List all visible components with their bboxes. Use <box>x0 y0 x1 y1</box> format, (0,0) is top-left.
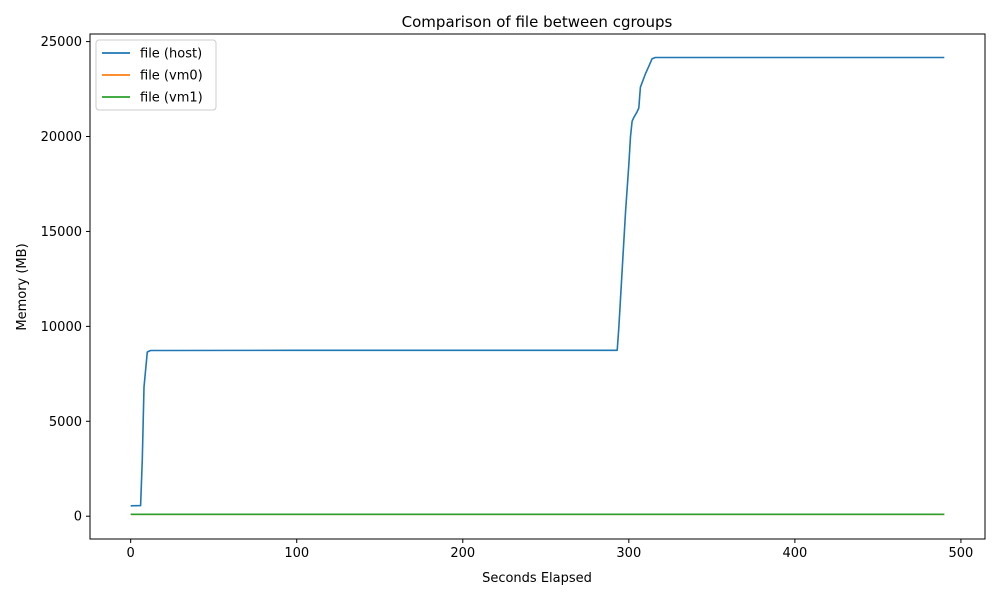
x-tick-label: 200 <box>450 546 475 561</box>
x-tick-label: 500 <box>949 546 974 561</box>
legend-frame <box>95 39 217 111</box>
series-line-1 <box>130 56 945 507</box>
plot-area <box>89 33 986 540</box>
y-tick-label: 15000 <box>41 225 82 240</box>
x-tick-label: 0 <box>127 546 135 561</box>
x-axis-title: Seconds Elapsed <box>482 571 592 586</box>
x-tick-label: 400 <box>782 546 807 561</box>
series-lines <box>130 56 945 516</box>
chart-title: Comparison of file between cgroups <box>402 13 673 31</box>
y-tick-label: 25000 <box>41 35 82 50</box>
legend-label-1: file (host) <box>140 47 202 62</box>
y-tick-label: 0 <box>74 510 82 525</box>
y-tick-label: 5000 <box>49 415 82 430</box>
x-tick-label: 100 <box>284 546 309 561</box>
x-tick-label: 300 <box>616 546 641 561</box>
y-axis-title: Memory (MB) <box>15 243 30 330</box>
y-tick-label: 20000 <box>41 130 82 145</box>
legend-label-2: file (vm0) <box>140 69 203 84</box>
legend: file (host) file (vm0) file (vm1) <box>95 39 217 111</box>
legend-label-3: file (vm1) <box>140 91 203 106</box>
x-axis-ticks: 0 100 200 300 400 500 <box>127 539 974 561</box>
y-axis-ticks: 0 5000 10000 15000 20000 25000 <box>41 35 90 525</box>
y-tick-label: 10000 <box>41 320 82 335</box>
